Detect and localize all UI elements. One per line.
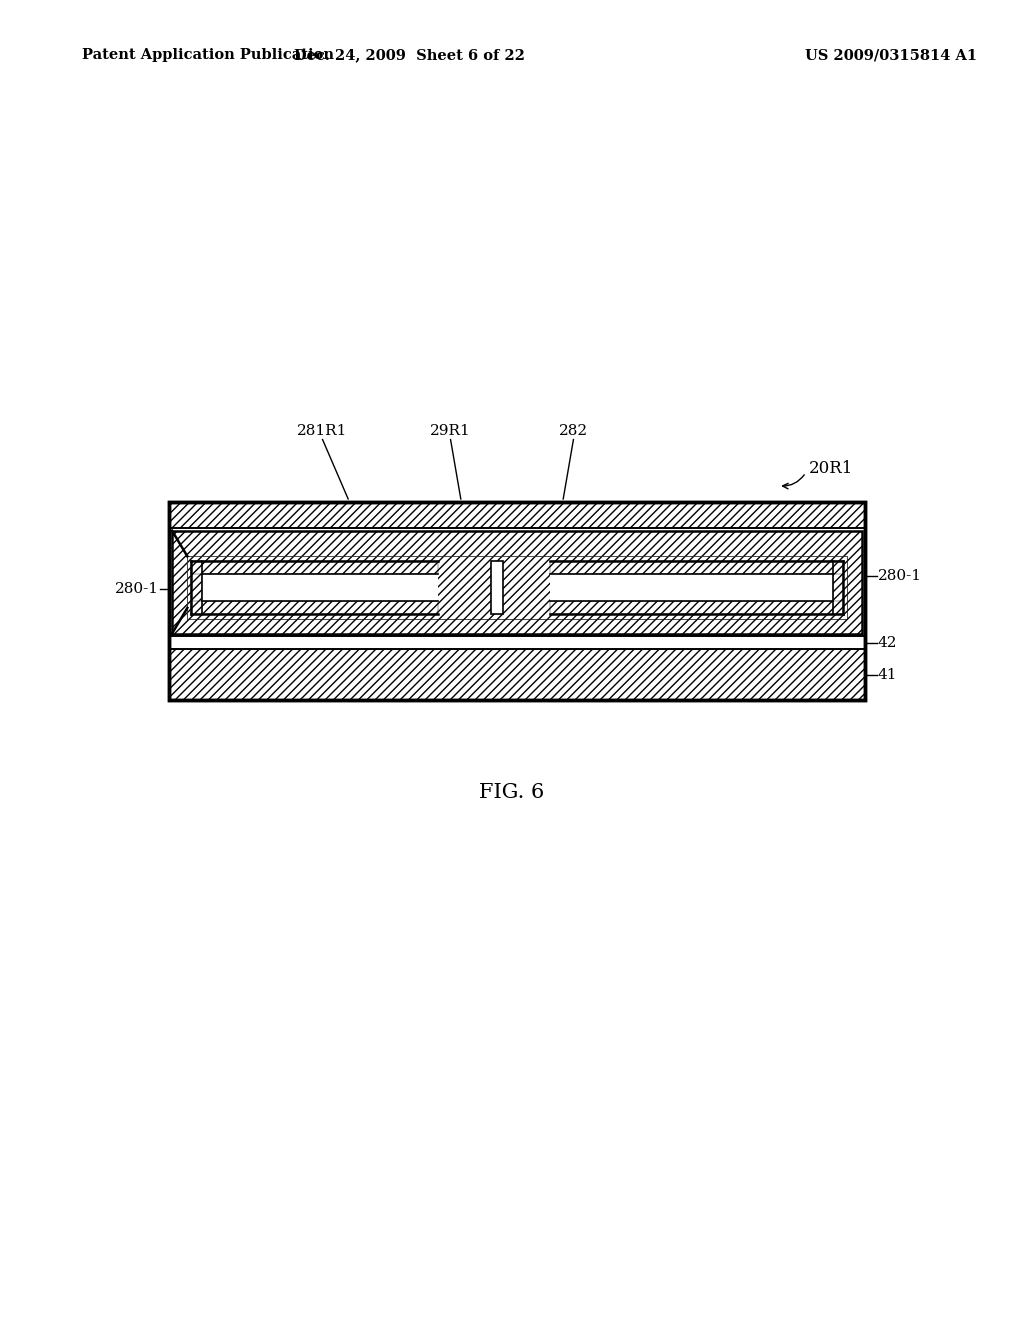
- Text: 280-1: 280-1: [878, 569, 922, 582]
- Bar: [550, 574, 833, 601]
- Bar: [169, 502, 865, 700]
- Text: 29R1: 29R1: [430, 424, 471, 438]
- Text: 41: 41: [878, 668, 897, 681]
- Bar: [191, 561, 202, 614]
- Bar: [187, 556, 847, 619]
- Text: US 2009/0315814 A1: US 2009/0315814 A1: [805, 49, 977, 62]
- Bar: [191, 561, 438, 574]
- Bar: [169, 502, 865, 528]
- Text: 42: 42: [878, 636, 897, 649]
- Bar: [169, 636, 865, 649]
- Bar: [550, 601, 843, 614]
- Text: 280-1: 280-1: [115, 582, 159, 595]
- Bar: [492, 561, 504, 614]
- Text: FIG. 6: FIG. 6: [479, 783, 545, 801]
- Text: Dec. 24, 2009  Sheet 6 of 22: Dec. 24, 2009 Sheet 6 of 22: [294, 49, 525, 62]
- Bar: [202, 574, 438, 601]
- Bar: [172, 531, 862, 634]
- Bar: [833, 561, 843, 614]
- Text: 281R1: 281R1: [297, 424, 348, 438]
- Bar: [169, 528, 865, 636]
- Bar: [169, 649, 865, 700]
- Text: 282: 282: [559, 424, 588, 438]
- Bar: [550, 561, 843, 574]
- Text: 20R1: 20R1: [809, 461, 853, 477]
- Bar: [169, 502, 865, 700]
- Text: Patent Application Publication: Patent Application Publication: [82, 49, 334, 62]
- Bar: [172, 531, 862, 634]
- Bar: [187, 556, 847, 619]
- Bar: [191, 601, 438, 614]
